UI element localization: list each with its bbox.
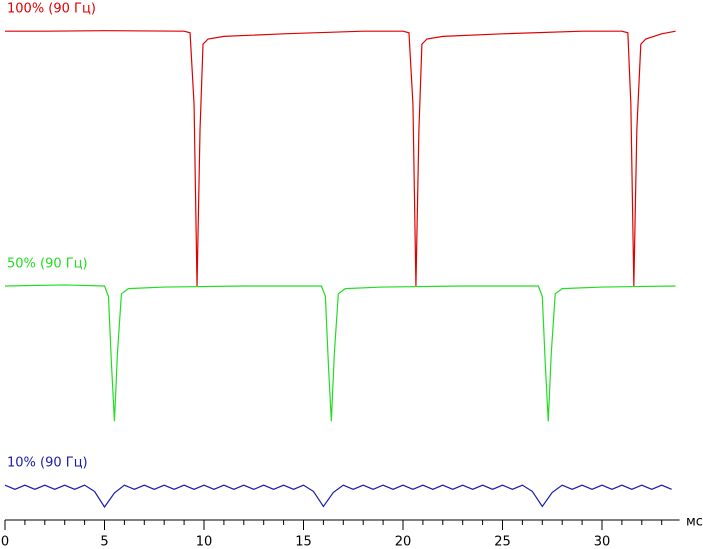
x-axis-label: мс [686,515,703,530]
x-tick-label: 10 [196,535,213,549]
x-tick-label: 20 [395,535,412,549]
x-tick-label: 30 [594,535,611,549]
series-line [4,284,676,422]
series-line [4,484,672,509]
series-label: 100% (90 Гц) [7,2,96,17]
x-tick-label: 0 [1,535,9,549]
series-label: 10% (90 Гц) [7,456,88,471]
series-label: 50% (90 Гц) [7,257,88,272]
x-tick-label: 25 [494,535,511,549]
x-tick-label: 5 [100,535,108,549]
series-line [5,30,676,287]
x-tick-label: 15 [295,535,312,549]
